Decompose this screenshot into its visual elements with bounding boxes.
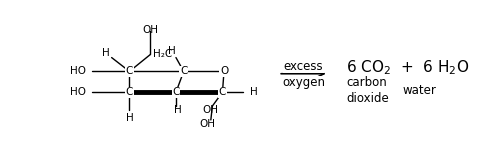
Text: oxygen: oxygen [282, 77, 325, 89]
Text: OH: OH [199, 119, 215, 129]
Text: H: H [168, 46, 176, 56]
Text: H: H [249, 87, 257, 97]
Text: C: C [172, 87, 180, 97]
Text: C: C [219, 87, 226, 97]
Text: C: C [126, 66, 133, 76]
Text: HO: HO [70, 66, 86, 76]
Text: H: H [173, 105, 181, 115]
Text: C: C [126, 87, 133, 97]
Text: OH: OH [203, 105, 219, 115]
Text: HO: HO [70, 87, 86, 97]
Text: carbon
dioxide: carbon dioxide [346, 76, 389, 105]
Text: H: H [101, 48, 109, 58]
Text: OH: OH [143, 25, 158, 35]
Text: C: C [180, 66, 187, 76]
Text: O: O [220, 66, 228, 76]
Text: H₂C: H₂C [153, 49, 172, 59]
Text: water: water [402, 84, 436, 97]
Text: H: H [125, 113, 133, 123]
Text: 6 CO$_2$  +  6 H$_2$O: 6 CO$_2$ + 6 H$_2$O [346, 58, 470, 77]
Text: excess: excess [284, 60, 323, 73]
